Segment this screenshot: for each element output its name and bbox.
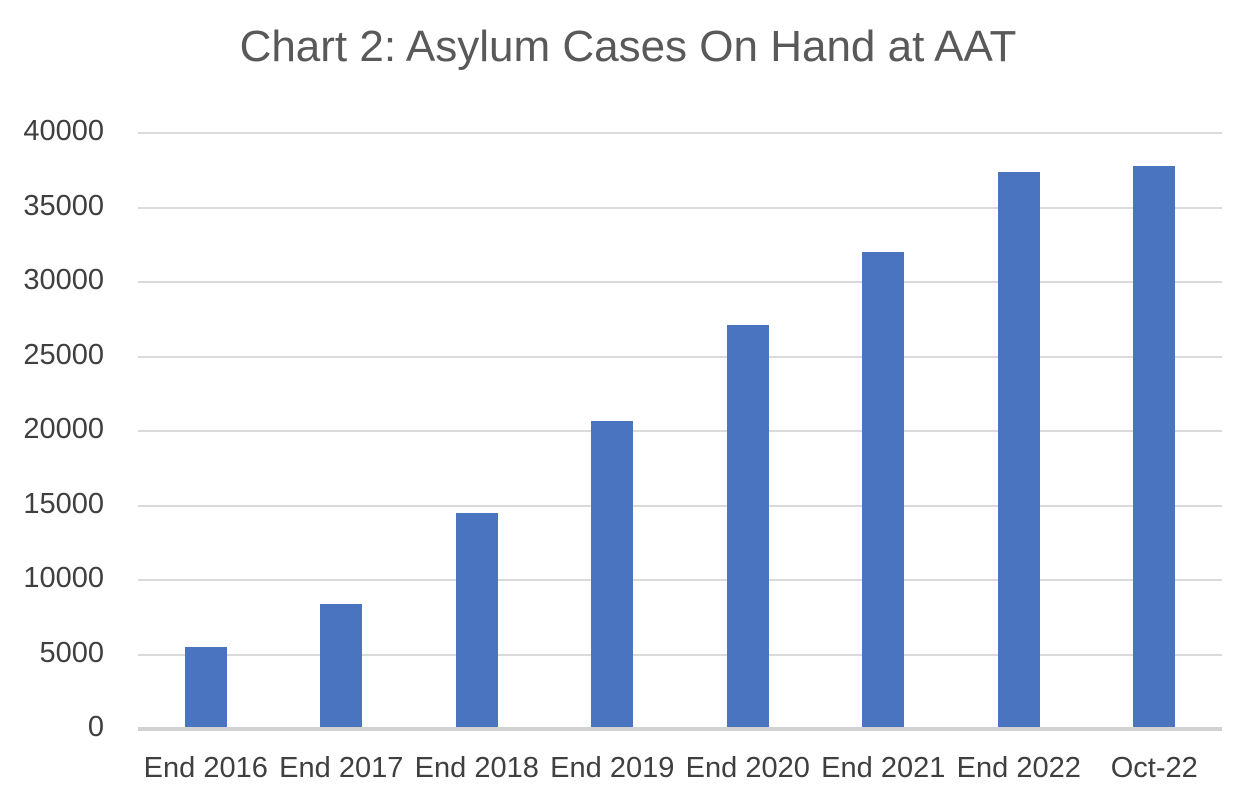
gridline (138, 430, 1222, 432)
y-axis-tick-label: 10000 (23, 562, 104, 594)
x-axis-tick-label: End 2020 (685, 752, 810, 784)
bar (455, 512, 498, 729)
y-axis-tick-label: 15000 (23, 487, 104, 520)
gridline (138, 504, 1222, 507)
y-axis-tick-label: 35000 (23, 189, 104, 222)
x-axis-tick-label: End 2017 (279, 752, 404, 784)
bar (1133, 165, 1176, 729)
bar (997, 171, 1040, 729)
bar (862, 252, 905, 729)
y-axis-tick-label: 0 (87, 711, 104, 743)
x-axis-tick-label: End 2019 (550, 752, 675, 784)
x-axis-tick-label: End 2022 (956, 752, 1081, 784)
x-axis-baseline (138, 727, 1222, 731)
gridline (138, 579, 1222, 581)
x-axis-tick-label: End 2016 (143, 752, 268, 784)
y-axis-tick-label: 30000 (23, 264, 104, 296)
bar (726, 325, 769, 729)
bar (591, 420, 634, 729)
y-axis-tick-label: 40000 (23, 115, 104, 147)
y-axis-tick-label: 5000 (39, 636, 104, 669)
x-axis-tick-label: End 2018 (414, 752, 539, 784)
gridline (138, 132, 1222, 134)
bar (184, 647, 227, 729)
x-axis-tick-label: Oct-22 (1110, 752, 1198, 784)
gridline (138, 206, 1222, 209)
y-axis-tick-label: 25000 (23, 338, 104, 371)
gridline (138, 355, 1222, 358)
y-axis-tick-label: 20000 (23, 413, 104, 445)
chart-title: Chart 2: Asylum Cases On Hand at AAT (239, 22, 1017, 71)
gridline (138, 653, 1222, 656)
x-axis-tick-label: End 2021 (821, 752, 946, 784)
gridline (138, 281, 1222, 283)
bar (320, 603, 363, 729)
